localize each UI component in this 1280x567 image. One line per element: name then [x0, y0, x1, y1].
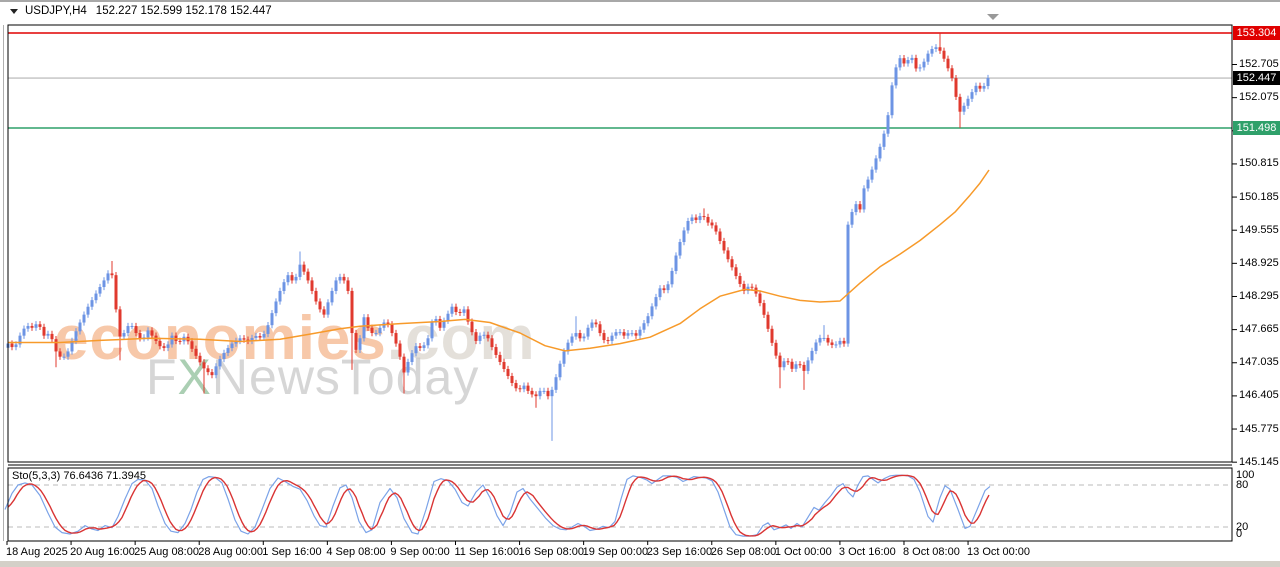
time-axis-label: 19 Sep 00:00 — [582, 546, 649, 558]
scroll-to-end-icon — [987, 14, 999, 20]
price-axis-label: 149.555 — [1239, 223, 1279, 236]
chart-header: USDJPY,H4 152.227 152.599 152.178 152.447 — [10, 5, 272, 17]
watermark-x: X — [177, 349, 212, 405]
chart-title: USDJPY,H4 — [25, 5, 87, 17]
time-axis-label: 18 Aug 2025 — [6, 546, 68, 558]
time-axis-label: 20 Aug 16:00 — [70, 546, 135, 558]
time-axis-label: 13 Oct 00:00 — [967, 546, 1031, 558]
time-axis-label: 11 Sep 16:00 — [454, 546, 520, 558]
time-axis-label: 1 Sep 16:00 — [262, 546, 322, 558]
price-axis-label: 147.665 — [1239, 323, 1279, 336]
price-axis-label: 152.705 — [1239, 58, 1279, 70]
price-badge: 151.498 — [1233, 120, 1280, 135]
time-axis-label: 25 Aug 08:00 — [134, 546, 199, 558]
time-axis-label: 4 Sep 08:00 — [326, 546, 386, 558]
indicator-level-label: 80 — [1236, 478, 1249, 491]
price-axis-label: 145.775 — [1239, 422, 1279, 435]
symbol-dropdown-icon[interactable] — [10, 8, 18, 14]
indicator-level-label: 100 — [1236, 468, 1255, 481]
window-bottom-edge — [0, 561, 1280, 567]
price-axis-label: 148.925 — [1239, 256, 1279, 269]
price-axis-label: 150.185 — [1239, 190, 1279, 203]
stochastic-indicator-label: Sto(5,3,3) 76.6436 71.3945 — [12, 470, 146, 482]
price-axis-label: 152.075 — [1239, 91, 1279, 104]
price-axis-label: 147.035 — [1239, 356, 1279, 369]
price-badge: 152.447 — [1233, 71, 1280, 86]
window-top-edge — [0, 0, 1280, 2]
time-axis-label: 8 Oct 08:00 — [902, 546, 960, 558]
indicator-level-label: 0 — [1236, 527, 1243, 540]
price-axis-label: 150.815 — [1239, 157, 1279, 170]
time-axis-label: 26 Sep 08:00 — [710, 546, 777, 558]
time-axis-label: 1 Oct 00:00 — [774, 546, 832, 558]
price-axis-label: 146.405 — [1239, 389, 1279, 402]
watermark-newstoday: NewsToday — [211, 349, 480, 405]
price-axis-label: 145.145 — [1239, 455, 1279, 468]
time-axis-label: 9 Sep 00:00 — [390, 546, 450, 558]
chart-ohlc-values: 152.227 152.599 152.178 152.447 — [95, 5, 272, 17]
price-badge: 153.304 — [1233, 26, 1280, 40]
indicator-level-label: 20 — [1236, 520, 1249, 533]
watermark-fxnewstoday: FXNewsToday — [146, 352, 479, 402]
time-axis-label: 28 Aug 00:00 — [198, 546, 264, 558]
price-axis-label: 148.295 — [1239, 289, 1279, 302]
time-axis-label: 3 Oct 16:00 — [838, 546, 896, 558]
time-axis-label: 23 Sep 16:00 — [646, 546, 713, 558]
watermark-f: F — [146, 349, 178, 405]
time-axis-label: 16 Sep 08:00 — [518, 546, 584, 558]
